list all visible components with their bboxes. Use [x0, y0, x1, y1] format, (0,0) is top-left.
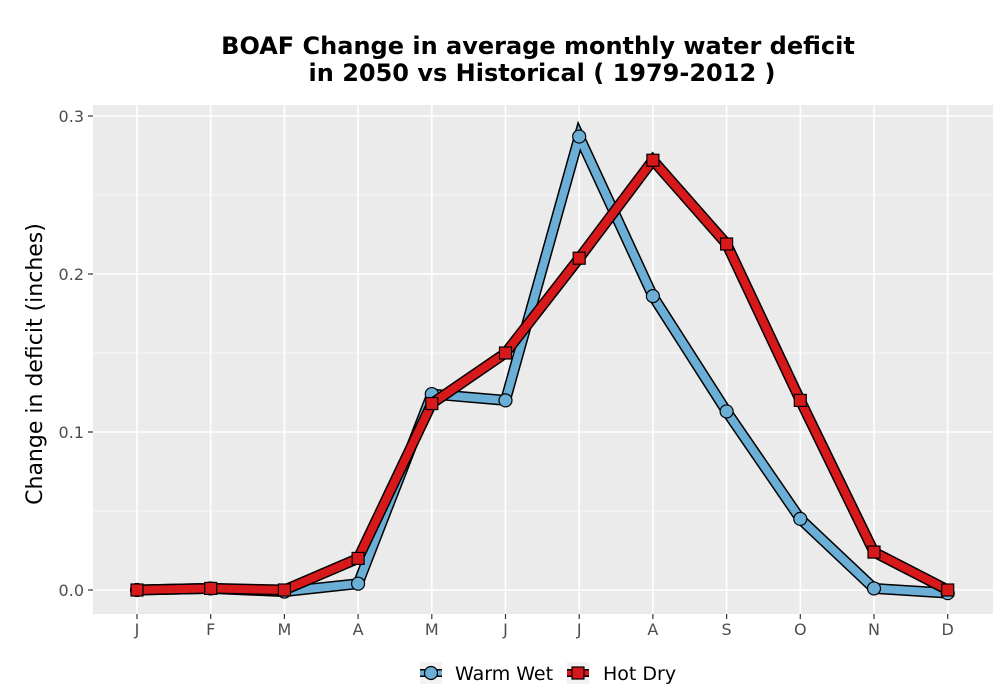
- x-tick-label: S: [722, 620, 732, 639]
- x-tick-label: O: [794, 620, 807, 639]
- data-point: [204, 581, 218, 596]
- data-point: [645, 289, 661, 304]
- x-tick-label: F: [206, 620, 215, 639]
- x-tick-label: D: [942, 620, 954, 639]
- data-point: [793, 393, 807, 407]
- plot-panel: [93, 105, 993, 614]
- x-tick-label: M: [277, 620, 291, 639]
- legend-label: Warm Wet: [455, 663, 553, 685]
- x-tick-label: J: [502, 620, 508, 639]
- data-point: [351, 551, 365, 566]
- x-tick-label: A: [647, 620, 658, 639]
- data-point: [130, 583, 144, 597]
- data-point: [646, 153, 660, 167]
- data-point: [941, 583, 955, 597]
- x-tick-label: A: [353, 620, 364, 639]
- series-line: [136, 153, 950, 595]
- axis-layer: 0.0 0.1 0.2 0.3 J F M A M J J A S O N D: [59, 107, 954, 639]
- data-point: [351, 576, 366, 591]
- data-point: [277, 583, 291, 597]
- data-point: [572, 251, 586, 265]
- y-tick-label: 0.2: [59, 265, 84, 284]
- x-tick-label: J: [576, 620, 582, 639]
- legend: Warm Wet Hot Dry: [420, 662, 676, 685]
- x-tick-label: N: [868, 620, 880, 639]
- x-tick-label: J: [134, 620, 140, 639]
- x-tick-label: M: [425, 620, 439, 639]
- data-point: [425, 396, 439, 411]
- y-tick-label: 0.0: [59, 581, 84, 600]
- y-tick-label: 0.1: [59, 423, 84, 442]
- data-point: [498, 346, 513, 360]
- chart-title-line-2: in 2050 vs Historical ( 1979-2012 ): [309, 59, 776, 87]
- data-point: [719, 237, 734, 251]
- y-tick-label: 0.3: [59, 107, 84, 126]
- data-point: [572, 129, 587, 144]
- legend-label: Hot Dry: [603, 663, 676, 685]
- chart-title-line-1: BOAF Change in average monthly water def…: [221, 32, 855, 60]
- legend-key-marker: [423, 665, 439, 681]
- data-point: [498, 393, 513, 408]
- data-point: [866, 581, 882, 596]
- data-point: [793, 511, 808, 527]
- legend-key-marker: [571, 666, 585, 680]
- series-layer: [129, 120, 955, 601]
- data-point: [719, 404, 734, 419]
- data-point: [867, 545, 881, 559]
- y-axis-title: Change in deficit (inches): [23, 223, 48, 505]
